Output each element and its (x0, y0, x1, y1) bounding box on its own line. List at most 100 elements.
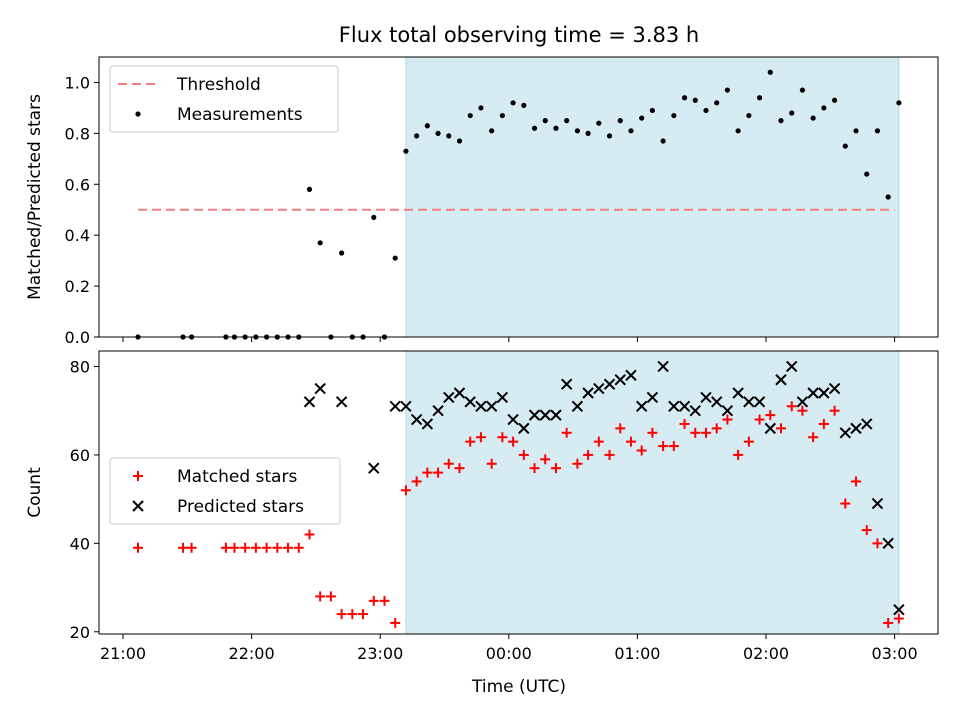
data-point (853, 128, 859, 134)
data-point (390, 617, 401, 628)
data-point (828, 382, 841, 395)
data-point (583, 449, 594, 460)
data-point (518, 422, 530, 435)
data-point (735, 128, 741, 134)
data-point (403, 148, 409, 154)
data-point (411, 476, 422, 487)
data-point (703, 107, 709, 114)
data-point (821, 105, 827, 111)
data-point (283, 542, 294, 553)
data-point (475, 400, 487, 412)
data-point (585, 130, 591, 136)
data-point (368, 595, 379, 606)
data-point (818, 418, 829, 429)
data-point (646, 391, 659, 404)
legend-swatch (133, 471, 143, 481)
data-point (786, 360, 798, 373)
data-point (700, 391, 712, 404)
data-point (818, 387, 830, 399)
data-point (400, 485, 411, 496)
data-point (467, 112, 473, 119)
data-point (625, 369, 637, 382)
data-point (400, 400, 412, 412)
data-point (421, 418, 434, 430)
data-point (647, 427, 658, 438)
legend-label: Threshold (176, 75, 261, 95)
y-tick-label: 20 (70, 623, 90, 642)
data-point (475, 432, 486, 443)
data-point (572, 458, 583, 469)
data-point (885, 194, 891, 200)
data-point (754, 414, 765, 425)
data-point (496, 391, 509, 404)
data-point (789, 110, 795, 116)
axes-frame (98, 350, 939, 635)
data-point (293, 542, 304, 553)
y-tick-label: 40 (70, 534, 90, 553)
data-point (603, 378, 616, 390)
data-point (786, 401, 797, 412)
data-point (628, 128, 634, 134)
data-point (681, 95, 688, 101)
data-point (606, 133, 613, 139)
data-point (518, 449, 529, 460)
data-point (240, 542, 251, 553)
data-point (478, 105, 484, 111)
data-point (714, 100, 720, 106)
data-point (764, 422, 776, 435)
data-point (443, 391, 455, 404)
data-point (732, 387, 744, 399)
y-tick-label: 60 (70, 446, 90, 465)
data-point (850, 422, 862, 435)
data-point (582, 387, 594, 399)
data-point (756, 95, 763, 101)
data-point (842, 143, 848, 149)
data-point (861, 525, 872, 536)
data-point (807, 387, 819, 399)
data-point (485, 400, 498, 412)
data-point (371, 214, 377, 220)
data-point (851, 476, 862, 487)
chart-title: Flux total observing time = 3.83 h (339, 23, 699, 47)
panel-2: 20 40 60 80 21:00 22:00 23:00 00:00 01:00 02:00 03… (25, 350, 939, 663)
data-point (499, 112, 505, 119)
data-point (379, 595, 390, 606)
data-point (635, 400, 648, 412)
data-point (689, 404, 701, 417)
data-point (743, 396, 755, 408)
data-point (593, 382, 605, 395)
data-point (306, 186, 313, 192)
data-point (808, 432, 819, 443)
data-point (617, 118, 623, 124)
data-point (700, 427, 711, 438)
x-tick-label: 23:00 (357, 644, 403, 663)
data-point (671, 112, 677, 119)
legend-label: Predicted stars (177, 497, 304, 517)
data-point (304, 529, 315, 540)
data-point (636, 445, 647, 456)
data-point (314, 382, 326, 395)
data-point (272, 542, 283, 553)
data-point (133, 542, 144, 553)
data-point (882, 537, 894, 550)
data-point (303, 396, 316, 408)
data-point (489, 128, 495, 134)
data-point (861, 418, 873, 430)
x-tick-label: 02:00 (743, 644, 789, 663)
data-point (317, 240, 323, 246)
legend: Matched stars Predicted stars (109, 457, 341, 525)
data-point (831, 97, 838, 103)
data-point (678, 400, 691, 412)
data-point (422, 467, 433, 478)
data-point (872, 538, 883, 549)
data-point (508, 436, 519, 447)
data-point (529, 463, 540, 474)
data-point (368, 462, 380, 474)
data-point (521, 102, 527, 108)
y-tick-label: 0.4 (65, 226, 90, 245)
data-point (510, 100, 516, 106)
data-point (347, 609, 358, 620)
data-point (733, 449, 744, 460)
data-point (315, 591, 326, 602)
x-tick-label: 21:00 (100, 644, 146, 663)
